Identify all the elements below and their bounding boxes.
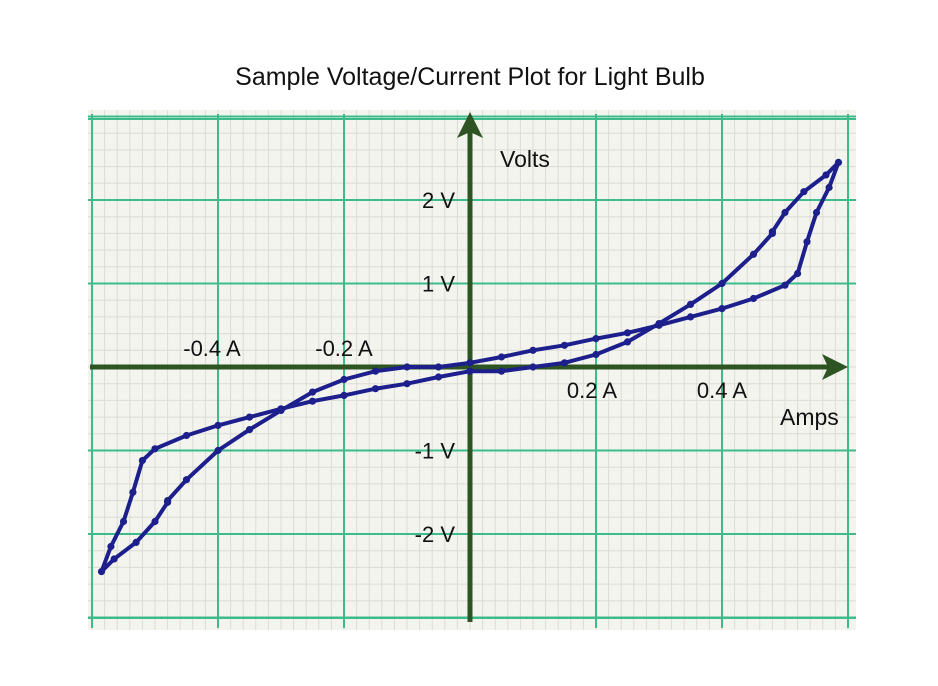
- data-point: [560, 341, 569, 349]
- data-point: [560, 359, 569, 367]
- data-point: [686, 313, 695, 321]
- data-point: [151, 517, 159, 526]
- data-point: [132, 538, 140, 547]
- data-point: [497, 353, 506, 361]
- y-axis-arrow: [457, 112, 483, 138]
- data-point: [529, 346, 537, 354]
- data-point: [245, 413, 254, 421]
- data-point: [97, 568, 106, 576]
- data-point: [129, 488, 137, 496]
- data-point: [182, 431, 191, 440]
- tick-labels: -0.4 A -0.2 A 0.2 A 0.4 A 2 V 1 V -1 V -2 V: [183, 188, 747, 547]
- y-tick-label: -1 V: [415, 439, 456, 464]
- data-point: [592, 350, 600, 359]
- data-point: [781, 281, 789, 289]
- data-point: [214, 446, 222, 455]
- data-point: [623, 329, 632, 337]
- data-point: [768, 229, 777, 237]
- data-point: [164, 497, 172, 505]
- data-point: [308, 397, 317, 405]
- data-point: [749, 294, 758, 303]
- x-tick-label: -0.4 A: [183, 336, 241, 361]
- x-tick-label: 0.4 A: [697, 378, 747, 403]
- data-point: [800, 188, 808, 196]
- data-point: [371, 367, 380, 375]
- data-point: [466, 367, 474, 375]
- x-tick-label: -0.2 A: [315, 336, 373, 361]
- data-point: [107, 542, 115, 551]
- data-point: [151, 445, 159, 453]
- y-axis-label: Volts: [500, 146, 550, 172]
- series-layer: [97, 158, 843, 576]
- data-point: [277, 406, 285, 414]
- data-point: [825, 183, 833, 192]
- data-point: [138, 456, 146, 465]
- data-point: [812, 208, 821, 217]
- data-point: [686, 300, 695, 308]
- data-point: [834, 158, 843, 166]
- data-point: [781, 208, 789, 217]
- data-point: [403, 380, 411, 388]
- data-point: [340, 391, 348, 399]
- data-point: [718, 279, 726, 288]
- data-point: [718, 305, 726, 313]
- data-point: [623, 338, 632, 346]
- data-point: [655, 320, 663, 328]
- data-point: [308, 388, 317, 396]
- data-point: [110, 555, 118, 563]
- data-point: [371, 385, 380, 393]
- y-tick-label: 1 V: [422, 272, 455, 297]
- data-point: [340, 375, 348, 384]
- data-point: [497, 367, 506, 375]
- data-point: [403, 363, 411, 371]
- x-tick-label: 0.2 A: [567, 378, 617, 403]
- data-point: [434, 363, 443, 371]
- data-point: [529, 363, 537, 371]
- data-point: [749, 250, 758, 258]
- data-point: [245, 426, 254, 434]
- data-point: [434, 373, 443, 381]
- x-axis-arrow: [822, 354, 848, 380]
- data-point: [803, 238, 811, 246]
- data-point: [822, 171, 830, 179]
- data-point: [592, 335, 600, 343]
- data-point: [794, 269, 802, 278]
- chart-title: Sample Voltage/Current Plot for Light Bu…: [235, 63, 705, 91]
- data-point: [182, 476, 191, 484]
- axes: [90, 112, 848, 622]
- data-point: [466, 359, 474, 367]
- data-point: [214, 421, 222, 429]
- y-tick-label: -2 V: [415, 522, 456, 547]
- data-point: [119, 517, 128, 526]
- y-tick-label: 2 V: [422, 188, 455, 213]
- x-axis-label: Amps: [780, 404, 839, 430]
